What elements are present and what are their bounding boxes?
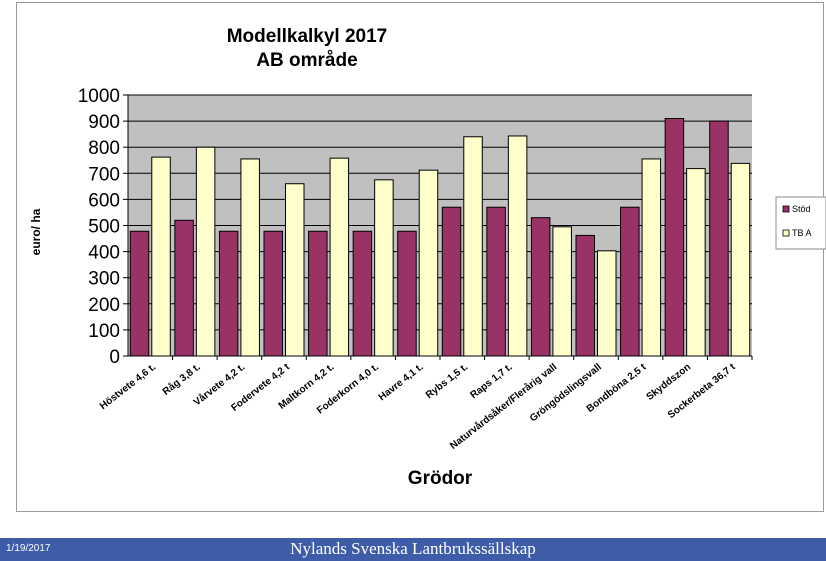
bar-tb-a [597, 250, 617, 357]
y-tick-label: 0 [109, 347, 120, 368]
y-tick-label: 900 [88, 112, 120, 133]
bar-tb-a [195, 146, 216, 357]
bar-stod [218, 230, 239, 357]
bar-stod [486, 206, 506, 357]
x-tick-label: Höstvete 4,6 t. [98, 362, 158, 413]
footer-organization: Nylands Svenska Lantbrukssällskap [290, 539, 536, 558]
legend-label: TB A [792, 228, 812, 238]
y-tick-label: 600 [88, 190, 120, 211]
y-tick-label: 1000 [78, 86, 120, 107]
bar-stod [308, 230, 328, 357]
legend-swatch [782, 205, 790, 213]
bar-tb-a [463, 136, 483, 357]
bar-stod [174, 219, 194, 357]
y-tick-label: 300 [88, 269, 120, 290]
bar-stod [530, 217, 551, 357]
bar-stod [575, 234, 595, 357]
bar-tb-a [418, 169, 439, 357]
bar-chart: Modellkalkyl 2017 AB område 0 100 200 300 40… [29, 26, 826, 489]
bar-stod [709, 120, 729, 357]
footer-date: 1/19/2017 [6, 543, 51, 554]
x-tick-label: Raps 1,7 t. [469, 362, 515, 402]
y-tick-label: 400 [88, 243, 120, 264]
y-tick-label: 800 [88, 138, 120, 159]
y-axis-title: euro/ ha [29, 208, 43, 255]
x-axis-title: Grödor [408, 468, 473, 489]
bar-stod [129, 230, 150, 357]
bar-stod [620, 206, 640, 357]
plot-area: 0 100 200 300 400 500 600 700 800 900 1000 Höstvete… [78, 86, 753, 452]
bar-tb-a [641, 158, 662, 357]
bar-stod [664, 117, 685, 357]
y-tick-label: 200 [88, 295, 120, 316]
legend-swatch [782, 229, 790, 237]
y-tick-label: 500 [88, 217, 120, 238]
x-tick-label: Råg 3,8 t. [160, 361, 203, 398]
y-tick-label: 700 [88, 164, 120, 185]
x-tick-label: Havre 4,1 t. [377, 362, 426, 404]
bar-stod [441, 206, 462, 357]
footer-bar: 1/19/2017 Nylands Svenska Lantbrukssälls… [0, 538, 826, 561]
bar-stod [263, 230, 283, 357]
bar-tb-a [730, 162, 751, 357]
bar-tb-a [552, 226, 572, 357]
bar-tb-a [285, 183, 305, 357]
bar-tb-a [374, 179, 394, 357]
legend: Stöd TB A [775, 196, 826, 250]
chart-subtitle: AB område [256, 50, 357, 71]
bar-tb-a [151, 156, 171, 357]
bar-stod [397, 230, 417, 357]
x-tick-label: Rybs 1,5 t. [424, 362, 470, 402]
y-tick-label: 100 [88, 321, 120, 342]
bar-tb-a [240, 158, 260, 357]
chart-title: Modellkalkyl 2017 [227, 26, 388, 47]
bar-stod [352, 230, 373, 357]
bar-tb-a [686, 168, 706, 357]
bar-tb-a [507, 135, 528, 357]
bar-tb-a [329, 157, 350, 357]
legend-label: Stöd [792, 204, 811, 214]
